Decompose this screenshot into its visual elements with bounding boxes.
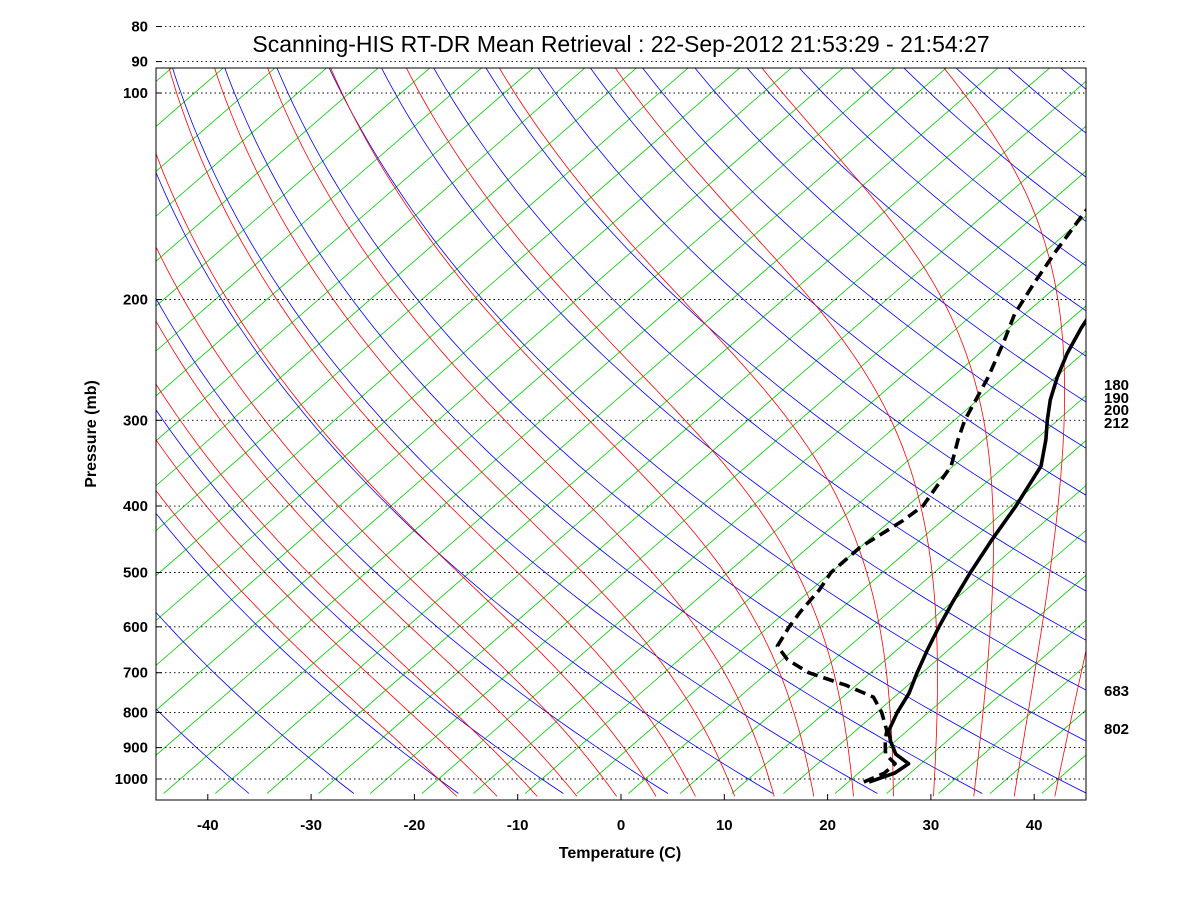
y-tick-label: 900	[123, 740, 148, 757]
dry-adiabat	[642, 68, 1086, 449]
y-tick-label: 200	[123, 292, 148, 309]
dry-adiabat	[156, 171, 774, 794]
x-tick-label: 0	[617, 817, 625, 834]
y-axis-label: Pressure (mb)	[83, 380, 100, 488]
isotherm-line	[421, 215, 1086, 794]
moist-adiabat	[156, 383, 538, 797]
right-annotation-label: 802	[1104, 721, 1129, 738]
x-tick-label: 20	[819, 817, 836, 834]
isotherm-line	[163, 68, 999, 794]
isotherm-line	[156, 68, 638, 487]
isotherm-line	[524, 305, 1086, 794]
isotherm-line	[156, 68, 534, 397]
y-tick-label: 400	[123, 498, 148, 515]
isotherm-line	[156, 68, 586, 442]
x-tick-label: -20	[404, 817, 426, 834]
dry-adiabat	[694, 68, 1086, 403]
right-annotation-label: 683	[1104, 683, 1129, 700]
dry-adiabat	[589, 68, 1086, 496]
dry-adiabat	[156, 611, 355, 794]
isotherm-line	[576, 350, 1086, 794]
isotherm-line	[156, 68, 483, 352]
y-tick-label: 80	[131, 19, 148, 36]
series-group	[775, 207, 1086, 784]
isotherm-line	[156, 68, 947, 756]
dry-adiabat	[172, 68, 878, 794]
y-tick-label: 700	[123, 665, 148, 682]
isotherm-line	[679, 440, 1086, 794]
dry-adiabat	[328, 68, 1086, 742]
isotherm-line	[473, 260, 1086, 794]
x-tick-label: -30	[300, 817, 322, 834]
isotherm-line	[156, 68, 844, 666]
right-annotation-label: 190	[1104, 390, 1129, 407]
moist-adiabat	[761, 68, 994, 797]
dry-adiabat	[156, 297, 669, 794]
right-annotation-label: 200	[1104, 402, 1129, 419]
isotherm-line	[156, 68, 689, 532]
moist-adiabat	[156, 439, 498, 797]
moist-adiabat	[156, 152, 657, 797]
moist-adiabat	[943, 68, 1065, 797]
isotherm-line	[266, 80, 1086, 794]
moist-adiabat	[267, 68, 775, 797]
x-tick-label: -10	[507, 817, 529, 834]
moist-adiabat	[1054, 648, 1086, 797]
y-tick-label: 90	[131, 54, 148, 71]
dry-adiabat	[381, 68, 1086, 691]
temperature-line	[868, 317, 1086, 784]
y-tick-label: 300	[123, 412, 148, 429]
moist-adiabat	[156, 489, 458, 797]
moist-adiabat	[156, 320, 578, 797]
isotherm-line	[731, 484, 1086, 794]
right-annotation-label: 180	[1104, 377, 1129, 394]
moist-adiabat	[330, 68, 815, 797]
dewpoint-line	[775, 207, 1086, 784]
x-tick-label: 30	[923, 817, 940, 834]
isobar-grid	[156, 26, 1086, 780]
x-tick-label: 40	[1026, 817, 1043, 834]
x-tick-label: -40	[197, 817, 219, 834]
isotherm-line	[214, 68, 1051, 794]
y-tick-label: 500	[123, 564, 148, 581]
dry-adiabat	[156, 512, 459, 794]
dry-adiabat	[537, 68, 1086, 544]
right-annotation-label: 212	[1104, 415, 1129, 432]
background-lines	[156, 68, 1086, 797]
dry-adiabat	[156, 409, 564, 794]
isotherm-line	[783, 529, 1086, 794]
y-tick-label: 1000	[115, 771, 148, 788]
moist-adiabat	[214, 68, 736, 797]
isotherm-line	[318, 125, 1086, 794]
dry-adiabat	[746, 68, 1086, 357]
moist-adiabat	[168, 68, 696, 797]
isotherm-line	[886, 619, 1086, 794]
moist-adiabat	[614, 68, 938, 797]
moist-adiabat	[156, 246, 617, 797]
dry-adiabat	[485, 68, 1086, 592]
y-axis-ticks: 5060708090100200300400500600700800900100…	[115, 19, 162, 788]
y-tick-label: 100	[123, 85, 148, 102]
dry-adiabat	[276, 68, 1086, 794]
y-tick-label: 800	[123, 705, 148, 722]
isotherm-line	[834, 574, 1086, 794]
x-tick-label: 10	[716, 817, 733, 834]
x-axis-ticks: -40 -30 -20 -10 0 10 20 30 40	[197, 794, 1043, 834]
isotherm-line	[628, 395, 1086, 794]
x-axis-label: Temperature (C)	[559, 845, 681, 862]
isotherm-line	[156, 68, 792, 622]
y-tick-label: 600	[123, 619, 148, 636]
isotherm-line	[369, 170, 1086, 794]
chart-title: Scanning-HIS RT-DR Mean Retrieval : 22-S…	[252, 31, 989, 57]
isotherm-line	[156, 68, 896, 711]
dry-adiabat	[433, 68, 1086, 641]
dry-adiabat	[224, 68, 983, 794]
isotherm-line	[156, 68, 741, 577]
